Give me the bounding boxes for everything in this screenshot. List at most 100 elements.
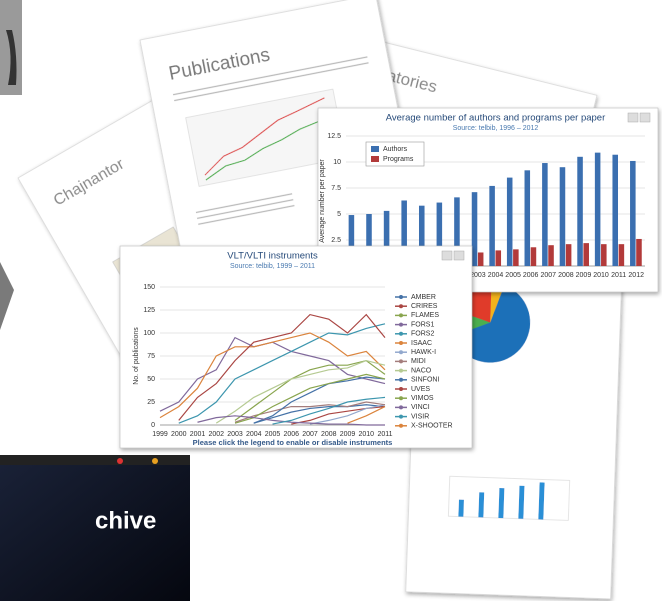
export-button[interactable] — [441, 250, 453, 261]
series-line — [253, 404, 386, 424]
y-axis-label: Average number per paper — [319, 159, 326, 243]
bar — [612, 154, 619, 266]
x-tick-label: 2006 — [523, 272, 539, 279]
x-tick-label: 2005 — [505, 272, 521, 279]
legend-marker — [399, 423, 403, 428]
legend-label[interactable]: VISIR — [411, 413, 429, 420]
series-line — [253, 376, 386, 424]
bar — [565, 244, 572, 266]
x-tick-label: 2010 — [358, 431, 374, 438]
thumbnail-line — [204, 97, 325, 176]
bar — [495, 250, 502, 266]
bar — [618, 244, 625, 266]
x-tick-label: 2004 — [488, 272, 504, 279]
toolbar-icon — [152, 458, 158, 464]
legend-label[interactable]: AMBER — [411, 294, 436, 301]
legend-label[interactable]: HAWK-I — [411, 349, 436, 356]
legend-label[interactable]: CRIRES — [411, 303, 438, 310]
pie-thumbnail-slice — [490, 282, 505, 323]
thumbnail-line — [205, 117, 329, 181]
series-line — [234, 359, 386, 421]
x-tick-label: 2012 — [628, 272, 644, 279]
x-tick-label: 2011 — [611, 272, 626, 279]
legend-marker — [399, 414, 403, 419]
legend-label[interactable]: VINCI — [411, 404, 430, 411]
x-tick-label: 1999 — [152, 431, 168, 438]
legend-marker — [399, 322, 403, 327]
bar — [530, 247, 537, 266]
bar — [513, 249, 519, 266]
y-tick-label: 2.5 — [331, 237, 341, 244]
bar — [471, 192, 478, 266]
text-line — [196, 199, 294, 219]
x-tick-label: 2002 — [208, 431, 224, 438]
export-button[interactable] — [627, 112, 639, 123]
chart-subtitle: Source: telbib, 1996 – 2012 — [453, 125, 539, 132]
bar — [477, 252, 484, 266]
legend-label[interactable]: NACO — [411, 367, 432, 374]
legend-label[interactable]: UVES — [411, 386, 430, 393]
chart-background — [119, 245, 473, 449]
print-button[interactable] — [453, 250, 465, 261]
series-line — [309, 404, 386, 425]
bar — [418, 205, 425, 266]
y-tick-label: 50 — [147, 376, 155, 383]
text-line — [195, 193, 293, 214]
x-tick-label: 2000 — [171, 431, 187, 438]
legend-label[interactable]: SINFONI — [411, 377, 439, 384]
x-tick-label: 2001 — [190, 431, 206, 438]
series-line — [197, 415, 385, 426]
legend-marker — [399, 331, 403, 336]
legend-marker — [399, 295, 403, 299]
series-line — [215, 359, 386, 424]
y-tick-label: 150 — [143, 284, 155, 291]
y-tick-label: 12.5 — [327, 133, 341, 140]
series-line — [178, 323, 386, 424]
chart-title: Average number of authors and programs p… — [386, 113, 606, 124]
bar — [506, 177, 513, 266]
legend-label[interactable]: ISAAC — [411, 340, 432, 347]
y-tick-label: 10 — [333, 159, 341, 166]
y-tick-label: 100 — [143, 330, 155, 337]
text-line — [174, 62, 369, 102]
bar — [601, 244, 607, 266]
bar — [489, 185, 495, 266]
text-line — [172, 56, 368, 96]
legend-label[interactable]: FORS1 — [411, 321, 434, 328]
text-line — [198, 204, 295, 225]
bar — [542, 163, 548, 266]
legend-marker — [399, 350, 403, 355]
chart-footer: Please click the legend to enable or dis… — [193, 438, 393, 447]
legend-marker — [399, 377, 403, 382]
legend-label[interactable]: FLAMES — [411, 312, 439, 319]
bar-thumbnail-bar — [538, 482, 545, 520]
bar-chart-panel: Average number of authors and programs p… — [317, 107, 659, 293]
print-button[interactable] — [639, 112, 651, 123]
legend-marker — [399, 341, 403, 345]
toolbar-icon — [117, 458, 123, 464]
x-tick-label: 2005 — [265, 431, 281, 438]
archive-panel: chive — [0, 455, 190, 601]
bar-thumbnail-bar — [518, 485, 525, 519]
legend-label[interactable]: VIMOS — [411, 395, 434, 402]
x-tick-label: 2011 — [377, 431, 392, 438]
y-tick-label: 0 — [151, 422, 155, 429]
legend-label[interactable]: X-SHOOTER — [411, 423, 453, 430]
x-tick-label: 2006 — [283, 431, 299, 438]
x-tick-label: 2008 — [321, 431, 337, 438]
chart-subtitle: Source: telbib, 1999 – 2011 — [230, 263, 315, 270]
y-tick-label: 5 — [337, 211, 341, 218]
bar — [524, 170, 531, 266]
legend-marker — [399, 387, 403, 391]
x-tick-label: 2007 — [302, 431, 318, 438]
bar — [436, 202, 443, 266]
legend-label[interactable]: FORS2 — [411, 331, 434, 338]
archive-background — [0, 455, 190, 601]
legend-marker — [399, 368, 403, 373]
bar — [583, 243, 589, 266]
legend-label[interactable]: MIDI — [411, 358, 426, 365]
legend-marker — [399, 304, 403, 309]
x-tick-label: 2004 — [246, 431, 262, 438]
bar — [630, 160, 636, 266]
